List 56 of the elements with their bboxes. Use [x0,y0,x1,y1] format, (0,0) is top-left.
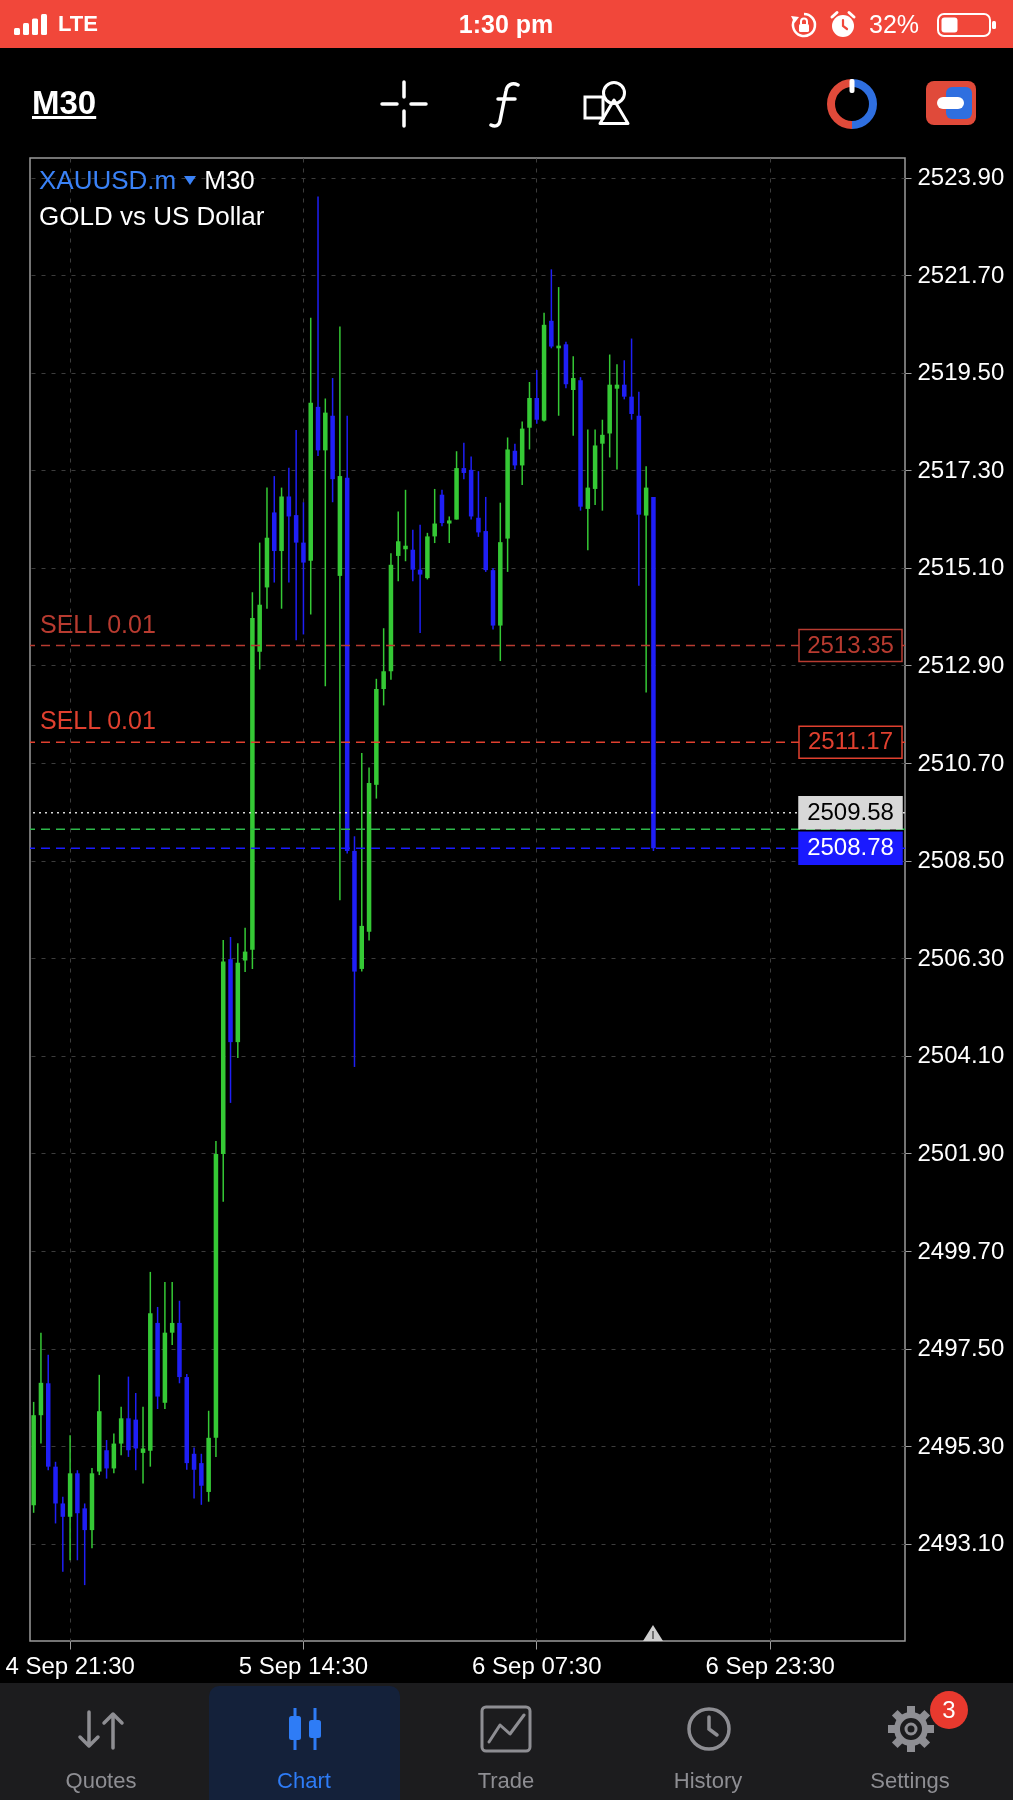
text: History [673,1768,743,1793]
annotation: 2509.58 [807,797,894,825]
y-tick-label: 2512.90 [917,650,1005,678]
y-tick-label: 2519.50 [917,358,1005,386]
annotation: 2513.35 [807,630,894,658]
text: Quotes [65,1768,137,1793]
annotation: 2508.78 [807,833,894,861]
y-tick-label: 2495.30 [917,1431,1005,1459]
candlestick [461,442,467,480]
candlestick [199,1453,204,1506]
candlestick [447,515,452,544]
y-tick-label: 2523.90 [917,163,1005,191]
x-tick-label: 6 Sep 07:30 [472,1651,602,1679]
y-tick-label: 2517.30 [917,455,1005,483]
text: Chart [277,1768,331,1793]
candlestick [622,359,627,401]
y-tick-label: 2493.10 [917,1529,1005,1557]
y-tick-label: 2510.70 [917,748,1005,776]
text: 32% [869,10,920,38]
annotation: M30 [204,165,255,195]
candlestick [432,488,437,544]
candlestick [395,510,401,582]
text: Settings [870,1768,950,1793]
candlestick [381,627,386,707]
x-tick-label: 4 Sep 21:30 [5,1651,135,1679]
text: GOLD vs US Dollar [39,201,265,231]
y-tick-label: 2506.30 [917,943,1005,971]
text: M30 [32,84,97,121]
y-tick-label: 2497.50 [917,1334,1005,1362]
candlestick [403,489,408,562]
x-tick-label: 5 Sep 14:30 [238,1651,369,1679]
text: LTE [58,11,98,36]
candlestick [140,1406,146,1485]
candlestick [629,337,634,421]
x-tick-label: 6 Sep 23:30 [705,1651,835,1679]
y-tick-label: 2501.90 [917,1138,1005,1166]
y-tick-label: 2499.70 [917,1236,1005,1264]
text: Trade [477,1768,535,1793]
candlestick [417,524,423,634]
candlestick [600,418,605,512]
candlestick [301,501,306,636]
annotation: 2511.17 [808,727,893,755]
candlestick [169,1281,175,1346]
candlestick [476,470,481,538]
text: 1:30 pm [458,10,554,38]
y-tick-label: 2508.50 [917,846,1005,874]
y-tick-label: 2521.70 [917,260,1005,288]
ref-line-label: SELL 0.01 [40,609,156,638]
candlestick [104,1439,109,1480]
chart-title: XAUUSD.m [39,165,177,195]
y-tick-label: 2504.10 [917,1041,1005,1069]
ref-line-label: SELL 0.01 [40,706,156,735]
candlestick [534,369,540,425]
y-tick-label: 2515.10 [917,553,1005,581]
candlestick [60,1496,66,1573]
candlestick [82,1502,87,1586]
